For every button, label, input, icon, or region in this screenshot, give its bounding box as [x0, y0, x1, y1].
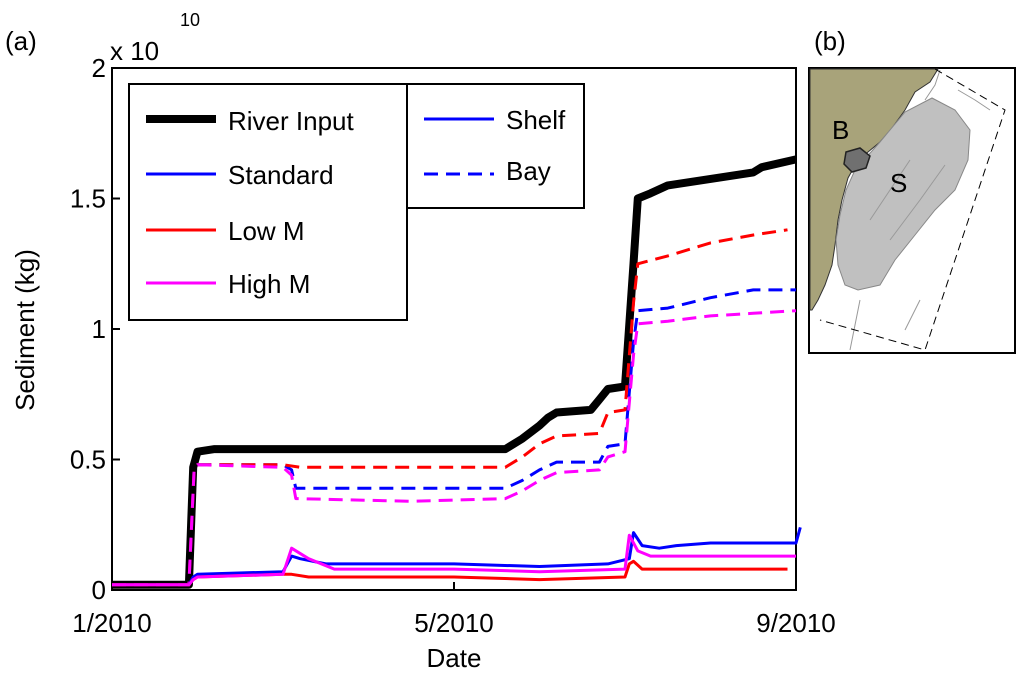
legend-box-regions	[406, 83, 585, 209]
x-tick-label: 1/2010	[72, 608, 152, 638]
panel-b-label: (b)	[814, 26, 846, 56]
map-shelf-region	[835, 97, 971, 291]
y-axis-ticks: 0 0.5 1 1.5 2	[70, 53, 120, 605]
map-bathymetry-contours	[849, 69, 991, 351]
y-multiplier-exponent: 10	[180, 10, 200, 30]
y-tick-label: 0.5	[70, 445, 106, 475]
y-tick-label: 0	[92, 575, 106, 605]
y-axis-title: Sediment (kg)	[10, 249, 40, 411]
legend-label-standard: Standard	[228, 160, 334, 190]
series-standard-shelf	[112, 527, 802, 587]
series-river-input	[112, 155, 797, 589]
legend-label-bay: Bay	[506, 156, 551, 186]
series-high-m-bay	[112, 309, 797, 587]
legend: River Input Standard Low M High M Shelf …	[128, 83, 585, 321]
panel-a-label: (a)	[5, 26, 37, 56]
map-label-shelf: S	[890, 168, 907, 198]
legend-label-low-m: Low M	[228, 216, 305, 246]
y-multiplier: x 10	[110, 36, 159, 66]
legend-label-high-m: High M	[228, 269, 310, 299]
x-tick-label: 5/2010	[414, 608, 494, 638]
map-label-bay: B	[832, 115, 849, 145]
map-land	[809, 68, 939, 311]
legend-box-models	[128, 83, 408, 321]
map-model-boundary	[819, 68, 1006, 351]
series-lines	[112, 155, 802, 589]
x-tick-label: 9/2010	[756, 608, 836, 638]
legend-label-river-input: River Input	[228, 106, 354, 136]
map-panel: B S	[808, 67, 1016, 354]
legend-label-shelf: Shelf	[506, 105, 566, 135]
series-high-m-shelf	[112, 533, 796, 587]
x-axis-title: Date	[427, 643, 482, 673]
x-axis-ticks: 1/2010 5/2010 9/2010	[72, 582, 836, 638]
y-tick-label: 1.5	[70, 184, 106, 214]
y-tick-label: 1	[92, 314, 106, 344]
map-bay-region	[843, 147, 871, 173]
y-tick-label: 2	[92, 53, 106, 83]
